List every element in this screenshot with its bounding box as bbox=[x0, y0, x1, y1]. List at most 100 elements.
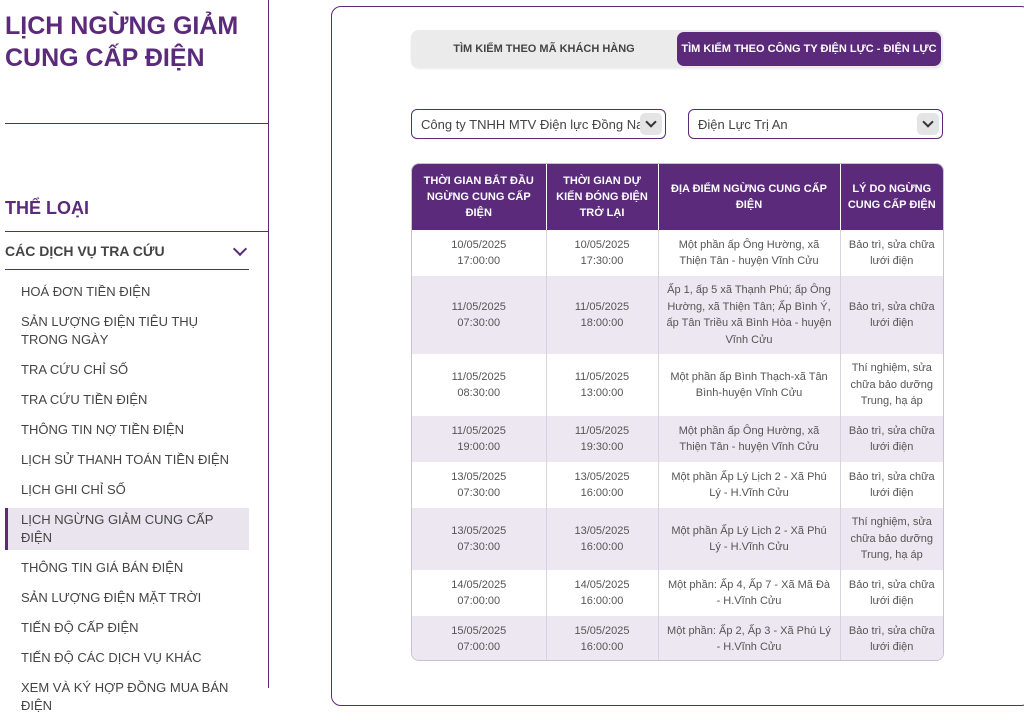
location-text: Một phần: Ấp 4, Ấp 7 - Xã Mã Đà - H.Vĩnh… bbox=[667, 578, 831, 608]
chevron-down-icon[interactable] bbox=[640, 113, 662, 135]
location-cell: Một phần: Ấp 4, Ấp 7 - Xã Mã Đà - H.Vĩnh… bbox=[658, 570, 841, 616]
end-cell: 14/05/2025 16:00:00 bbox=[546, 570, 659, 616]
start-date: 15/05/2025 bbox=[451, 624, 507, 637]
start-time: 17:00:00 bbox=[457, 255, 501, 267]
end-cell: 11/05/2025 13:00:00 bbox=[546, 354, 659, 416]
table-row: 11/05/2025 08:30:00 11/05/2025 13:00:00 Một … bbox=[412, 354, 943, 416]
reason-text: Bảo trì, sửa chữa lưới điện bbox=[848, 624, 935, 654]
sidebar-menu-item[interactable]: LỊCH NGỪNG GIẢM CUNG CẤP ĐIỆN bbox=[5, 508, 249, 550]
start-cell: 11/05/2025 07:30:00 bbox=[412, 276, 547, 354]
sidebar-menu-item[interactable]: SẢN LƯỢNG ĐIỆN MẶT TRỜI bbox=[21, 590, 202, 605]
start-cell: 10/05/2025 17:00:00 bbox=[412, 230, 547, 276]
start-time: 08:30:00 bbox=[457, 387, 501, 399]
reason-cell: Bảo trì, sửa chữa lưới điện bbox=[840, 462, 943, 508]
table-header-row: THỜI GIAN BẮT ĐẦU NGỪNG CUNG CẤP ĐIỆN TH… bbox=[412, 164, 943, 230]
location-cell: Một phần ấp Ông Hường, xã Thiện Tân - hu… bbox=[658, 416, 841, 462]
branch-select-value: Điện Lực Trị An bbox=[698, 117, 788, 132]
start-date: 14/05/2025 bbox=[451, 578, 507, 591]
location-cell: Một phần ấp Bình Thạch-xã Tân Bình-huyện… bbox=[658, 354, 841, 416]
start-time: 07:30:00 bbox=[457, 541, 501, 553]
branch-select[interactable]: Điện Lực Trị An bbox=[688, 109, 943, 139]
reason-text: Bảo trì, sửa chữa lưới điện bbox=[848, 300, 935, 330]
location-text: Một phần ấp Bình Thạch-xã Tân Bình-huyện… bbox=[670, 370, 828, 400]
location-cell: Một phần ấp Ông Hường, xã Thiện Tân - hu… bbox=[658, 230, 841, 276]
sidebar-menu-item[interactable]: TIẾN ĐỘ CẤP ĐIỆN bbox=[21, 620, 139, 635]
end-date: 11/05/2025 bbox=[574, 300, 630, 313]
sidebar-menu-item[interactable]: HOÁ ĐƠN TIỀN ĐIỆN bbox=[21, 284, 151, 299]
table-row: 13/05/2025 07:30:00 13/05/2025 16:00:00 Một … bbox=[412, 462, 943, 508]
start-time: 19:00:00 bbox=[457, 441, 501, 453]
end-cell: 11/05/2025 18:00:00 bbox=[546, 276, 659, 354]
start-date: 11/05/2025 bbox=[451, 370, 506, 383]
title-divider bbox=[5, 123, 269, 124]
service-menu: HOÁ ĐƠN TIỀN ĐIỆN SẢN LƯỢNG ĐIỆN TIÊU THỤ… bbox=[5, 280, 249, 724]
location-cell: Một phần Ấp Lý Lịch 2 - Xã Phú Lý - H.Vĩ… bbox=[658, 462, 841, 508]
chevron-down-icon[interactable] bbox=[232, 241, 248, 257]
tab-search-by-company[interactable]: TÌM KIẾM THEO CÔNG TY ĐIỆN LỰC - ĐIỆN LỰ… bbox=[677, 32, 941, 66]
table-row: 15/05/2025 07:00:00 15/05/2025 16:00:00 Một … bbox=[412, 616, 943, 660]
accordion-label: CÁC DỊCH VỤ TRA CỨU bbox=[5, 243, 165, 259]
start-date: 11/05/2025 bbox=[451, 300, 506, 313]
start-time: 07:00:00 bbox=[457, 641, 501, 653]
start-cell: 11/05/2025 08:30:00 bbox=[412, 354, 547, 416]
header-location: ĐỊA ĐIỂM NGỪNG CUNG CẤP ĐIỆN bbox=[658, 164, 841, 230]
sidebar-menu-item[interactable]: LỊCH SỬ THANH TOÁN TIỀN ĐIỆN bbox=[21, 452, 230, 467]
start-date: 13/05/2025 bbox=[451, 524, 507, 537]
sidebar-menu-item[interactable]: TRA CỨU CHỈ SỐ bbox=[21, 362, 129, 377]
sidebar-menu-item[interactable]: THÔNG TIN GIÁ BÁN ĐIỆN bbox=[21, 560, 184, 575]
tab-search-by-customer-code[interactable]: TÌM KIẾM THEO MÃ KHÁCH HÀNG bbox=[453, 43, 635, 55]
sidebar: LỊCH NGỪNG GIẢM CUNG CẤP ĐIỆN THỂ LOẠI C… bbox=[0, 0, 270, 713]
outage-table: THỜI GIAN BẮT ĐẦU NGỪNG CUNG CẤP ĐIỆN TH… bbox=[411, 163, 944, 661]
sidebar-menu-item[interactable]: LỊCH GHI CHỈ SỐ bbox=[21, 482, 126, 497]
end-date: 13/05/2025 bbox=[574, 470, 630, 483]
category-heading: THỂ LOẠI bbox=[5, 198, 89, 218]
sidebar-menu-item[interactable]: SẢN LƯỢNG ĐIỆN TIÊU THỤ TRONG NGÀY bbox=[21, 314, 199, 347]
sidebar-menu-item[interactable]: THÔNG TIN NỢ TIỀN ĐIỆN bbox=[21, 422, 185, 437]
reason-cell: Bảo trì, sửa chữa lưới điện bbox=[840, 616, 943, 660]
services-accordion[interactable]: CÁC DỊCH VỤ TRA CỨU bbox=[5, 232, 249, 270]
table-row: 10/05/2025 17:00:00 10/05/2025 17:30:00 Một … bbox=[412, 230, 943, 276]
end-cell: 13/05/2025 16:00:00 bbox=[546, 462, 659, 508]
reason-cell: Bảo trì, sửa chữa lưới điện bbox=[840, 276, 943, 354]
end-date: 14/05/2025 bbox=[574, 578, 630, 591]
end-date: 15/05/2025 bbox=[574, 624, 630, 637]
end-cell: 15/05/2025 16:00:00 bbox=[546, 616, 659, 660]
location-text: Một phần Ấp Lý Lịch 2 - Xã Phú Lý - H.Vĩ… bbox=[671, 524, 827, 554]
start-time: 07:30:00 bbox=[457, 317, 501, 329]
sidebar-menu-item[interactable]: TRA CỨU TIỀN ĐIỆN bbox=[21, 392, 148, 407]
location-text: Ấp 1, ấp 5 xã Thạnh Phú; ấp Ông Hường, x… bbox=[666, 284, 832, 346]
location-cell: Một phần: Ấp 2, Ấp 3 - Xã Phú Lý - H.Vĩn… bbox=[658, 616, 841, 660]
reason-text: Thí nghiệm, sửa chữa bảo dưỡng Trung, hạ… bbox=[850, 516, 934, 562]
start-time: 07:00:00 bbox=[457, 595, 501, 607]
end-time: 16:00:00 bbox=[580, 487, 624, 499]
end-date: 13/05/2025 bbox=[574, 524, 630, 537]
header-reason: LÝ DO NGỪNG CUNG CẤP ĐIỆN bbox=[840, 164, 943, 230]
location-cell: Ấp 1, ấp 5 xã Thạnh Phú; ấp Ông Hường, x… bbox=[658, 276, 841, 354]
company-select[interactable]: Công ty TNHH MTV Điện lực Đồng Nai bbox=[411, 109, 666, 139]
start-cell: 14/05/2025 07:00:00 bbox=[412, 570, 547, 616]
location-cell: Một phần Ấp Lý Lịch 2 - Xã Phú Lý - H.Vĩ… bbox=[658, 508, 841, 570]
header-end-time: THỜI GIAN DỰ KIẾN ĐÓNG ĐIỆN TRỞ LẠI bbox=[546, 164, 659, 230]
start-cell: 11/05/2025 19:00:00 bbox=[412, 416, 547, 462]
end-time: 17:30:00 bbox=[580, 255, 624, 267]
location-text: Một phần Ấp Lý Lịch 2 - Xã Phú Lý - H.Vĩ… bbox=[671, 470, 827, 500]
search-mode-tabs: TÌM KIẾM THEO MÃ KHÁCH HÀNG TÌM KIẾM THE… bbox=[411, 30, 943, 68]
end-cell: 13/05/2025 16:00:00 bbox=[546, 508, 659, 570]
sidebar-menu-item[interactable]: TIẾN ĐỘ CÁC DỊCH VỤ KHÁC bbox=[21, 650, 202, 665]
reason-text: Bảo trì, sửa chữa lưới điện bbox=[848, 578, 935, 608]
end-cell: 10/05/2025 17:30:00 bbox=[546, 230, 659, 276]
category-divider bbox=[5, 231, 269, 232]
reason-cell: Thí nghiệm, sửa chữa bảo dưỡng Trung, hạ… bbox=[840, 508, 943, 570]
end-time: 19:30:00 bbox=[580, 441, 624, 453]
header-start-time: THỜI GIAN BẮT ĐẦU NGỪNG CUNG CẤP ĐIỆN bbox=[412, 164, 547, 230]
sidebar-divider bbox=[268, 0, 269, 688]
sidebar-menu-item[interactable]: XEM VÀ KÝ HỢP ĐỒNG MUA BÁN ĐIỆN bbox=[21, 680, 229, 713]
chevron-down-icon[interactable] bbox=[917, 113, 939, 135]
table-row: 13/05/2025 07:30:00 13/05/2025 16:00:00 Một … bbox=[412, 508, 943, 570]
end-date: 10/05/2025 bbox=[574, 238, 630, 251]
start-date: 11/05/2025 bbox=[451, 424, 506, 437]
table-row: 14/05/2025 07:00:00 14/05/2025 16:00:00 Một … bbox=[412, 570, 943, 616]
reason-cell: Bảo trì, sửa chữa lưới điện bbox=[840, 230, 943, 276]
reason-cell: Bảo trì, sửa chữa lưới điện bbox=[840, 416, 943, 462]
end-time: 16:00:00 bbox=[580, 595, 624, 607]
